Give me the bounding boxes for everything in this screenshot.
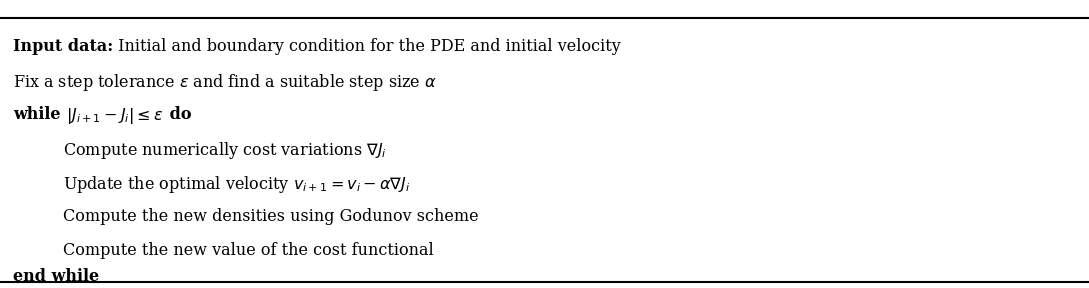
Text: Input data:: Input data: [13,38,113,55]
Text: Fix a step tolerance $\epsilon$ and find a suitable step size $\alpha$: Fix a step tolerance $\epsilon$ and find… [13,72,437,93]
Text: Compute the new value of the cost functional: Compute the new value of the cost functi… [63,242,433,259]
Text: Initial and boundary condition for the PDE and initial velocity: Initial and boundary condition for the P… [113,38,621,55]
Text: $|J_{i+1} - J_i| \leq \epsilon$: $|J_{i+1} - J_i| \leq \epsilon$ [66,106,163,126]
Text: Compute the new densities using Godunov scheme: Compute the new densities using Godunov … [63,208,479,225]
Text: end while: end while [13,268,99,285]
Text: while: while [13,106,66,123]
Text: Compute numerically cost variations $\nabla J_i$: Compute numerically cost variations $\na… [63,140,387,161]
Text: Update the optimal velocity $v_{i+1} = v_i - \alpha\nabla J_i$: Update the optimal velocity $v_{i+1} = v… [63,174,411,195]
Text: do: do [163,106,192,123]
